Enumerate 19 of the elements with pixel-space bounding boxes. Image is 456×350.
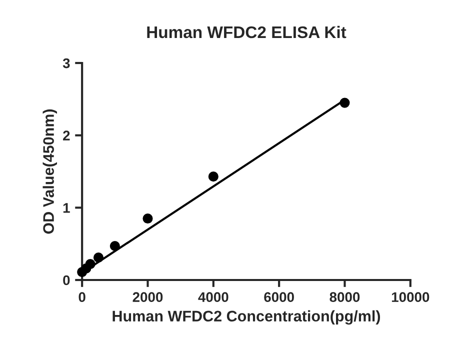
y-tick-label: 2 bbox=[63, 130, 70, 140]
y-axis-title: OD Value(450nm) bbox=[42, 109, 57, 234]
point bbox=[93, 252, 104, 263]
y-tick-label: 3 bbox=[62, 58, 70, 68]
point bbox=[340, 98, 350, 108]
point bbox=[85, 259, 96, 270]
x-tick-label: 2000 bbox=[132, 292, 163, 302]
x-tick-label: 4000 bbox=[198, 292, 228, 302]
x-tick-label: 0 bbox=[78, 292, 86, 302]
y-tick-label: 0 bbox=[63, 275, 70, 286]
x-tick-label: 8000 bbox=[330, 292, 360, 302]
chart-title: Human WFDC2 ELISA Kit bbox=[147, 26, 346, 38]
point bbox=[208, 172, 218, 182]
y-tick-label: 1 bbox=[63, 203, 70, 213]
x-tick-label: 6000 bbox=[264, 292, 294, 302]
point bbox=[110, 240, 120, 252]
point bbox=[142, 213, 153, 224]
x-tick-label: 10000 bbox=[392, 292, 430, 302]
x-axis-title: Human WFDC2 Concentration(pg/ml) bbox=[112, 310, 380, 325]
